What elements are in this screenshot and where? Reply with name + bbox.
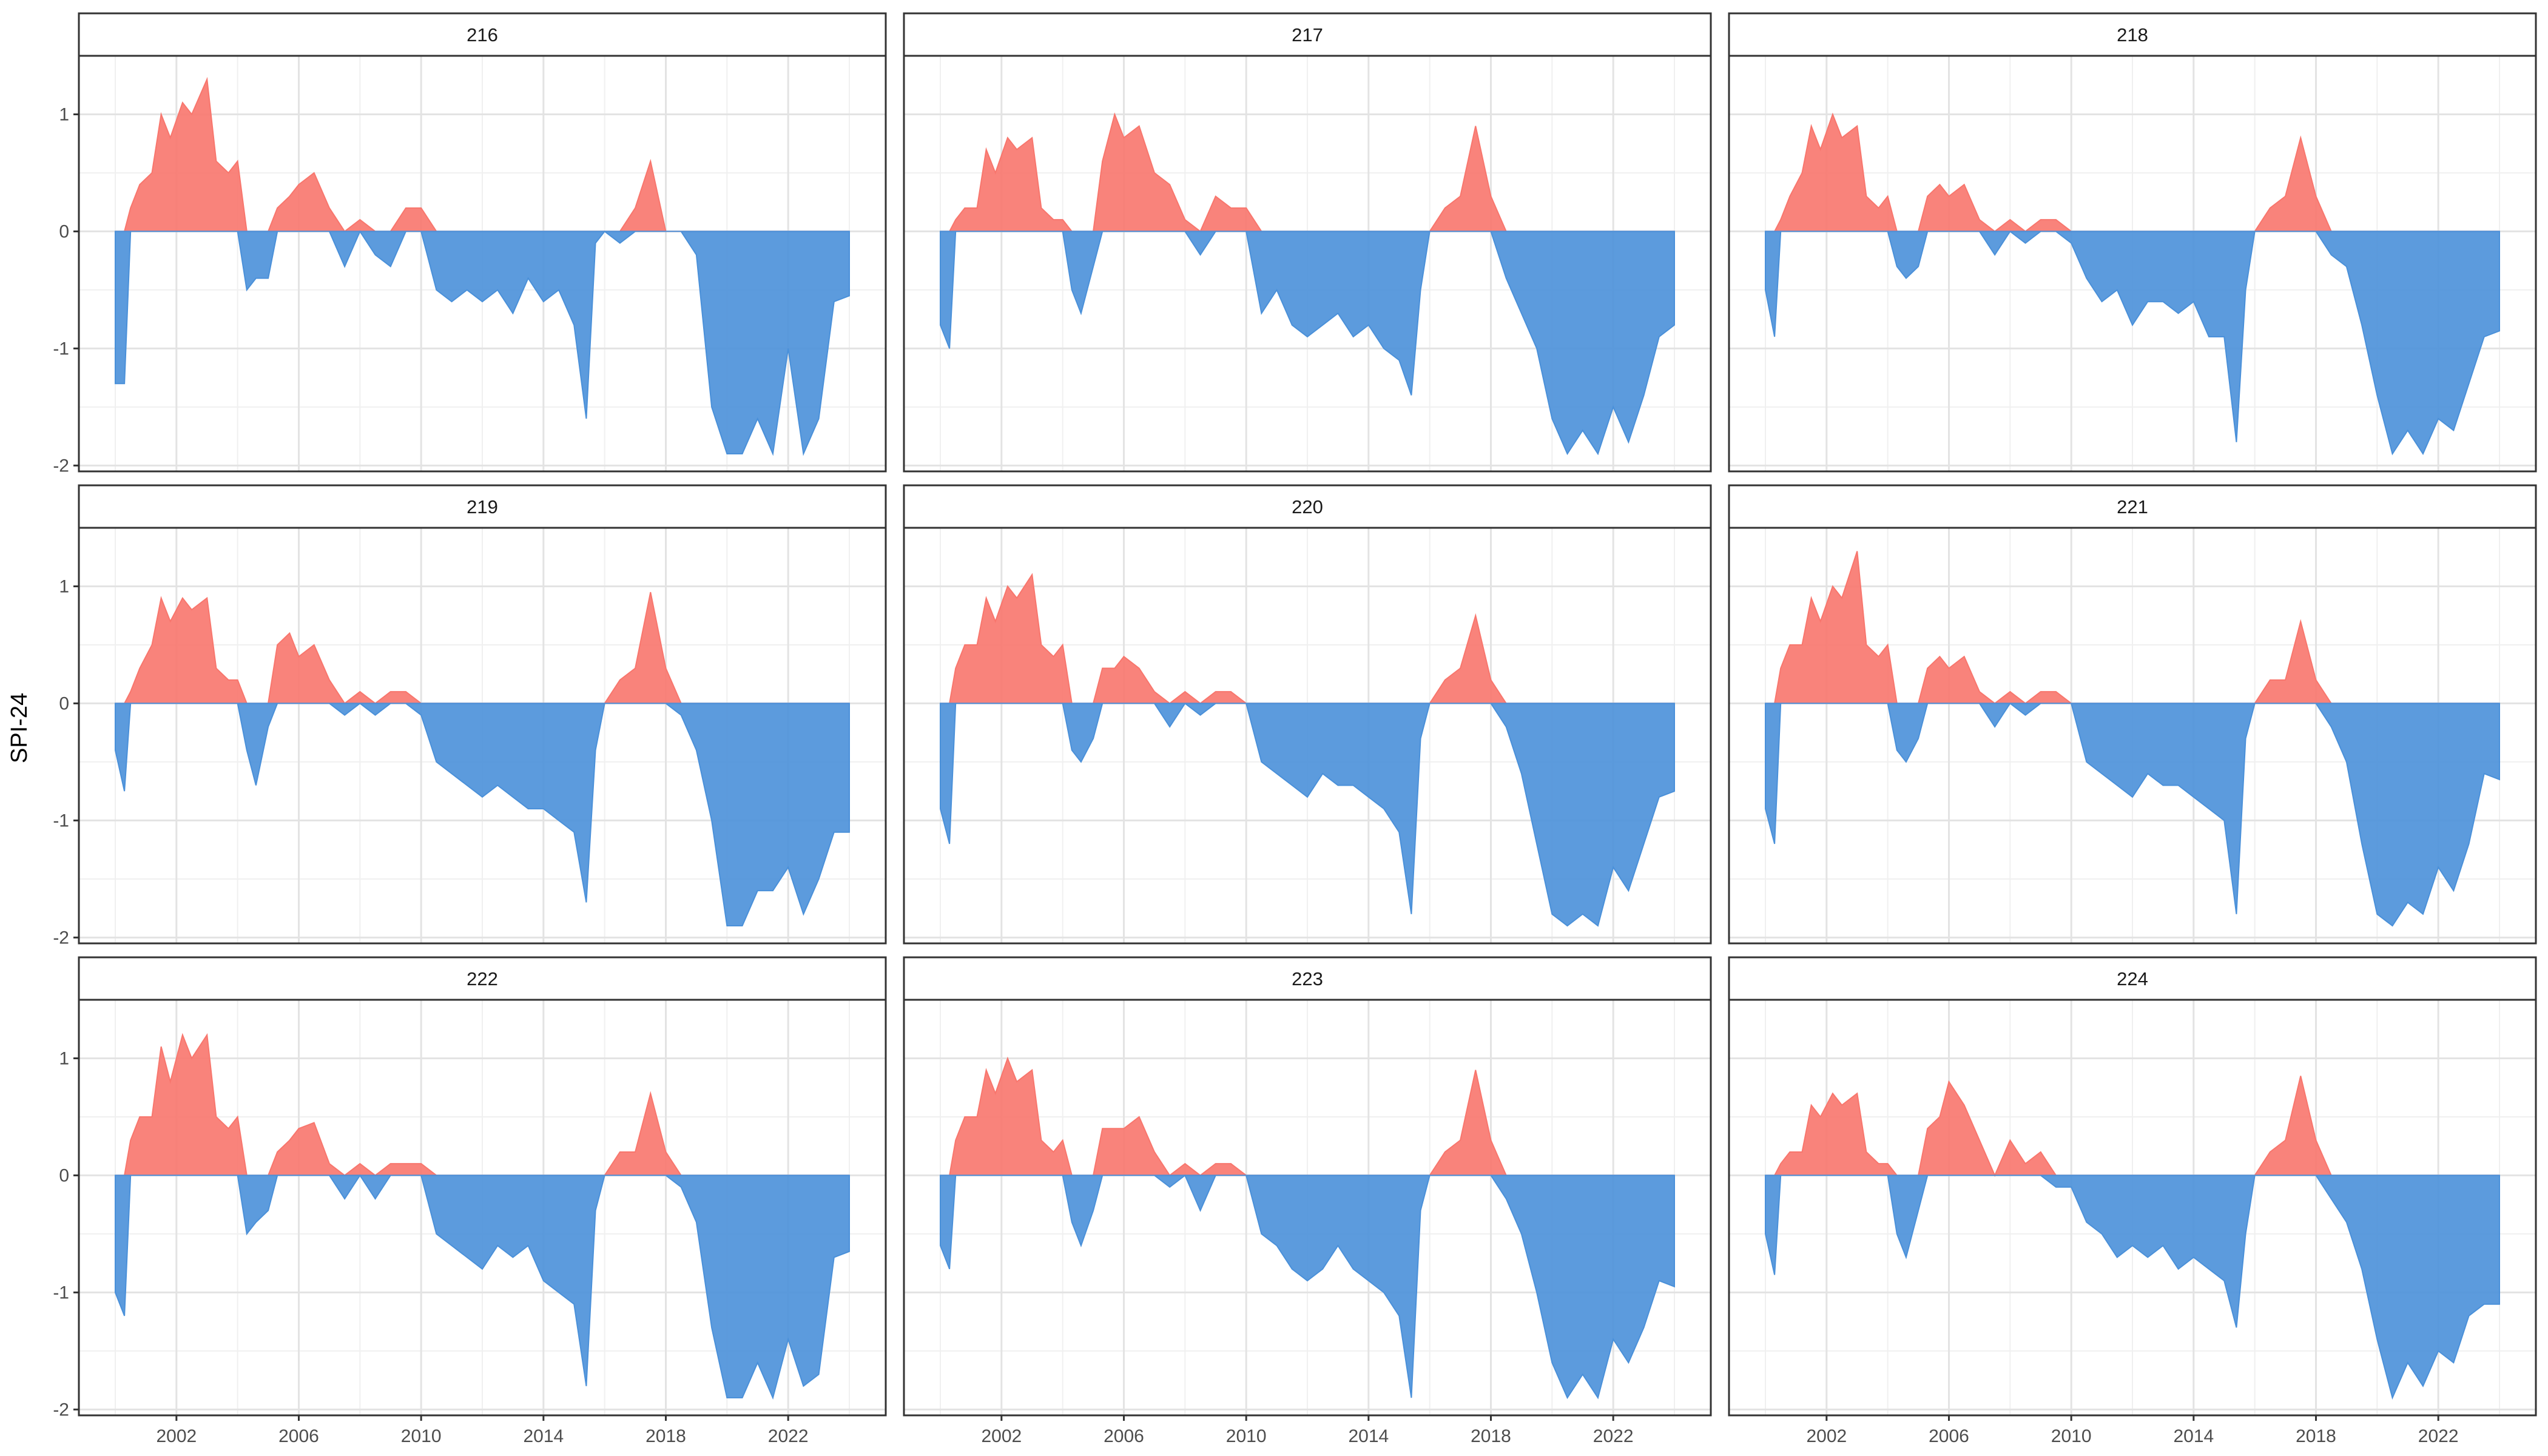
negative-area [940,1174,1675,1400]
facet-title: 220 [1292,496,1323,517]
facet-title: 217 [1292,24,1323,46]
negative-area [115,230,850,456]
facet-strip [1728,956,2537,1001]
y-tick-label: 0 [59,693,69,713]
negative-area [1765,702,2500,927]
facet-strip [1728,12,2537,57]
x-tick-label: 2006 [278,1426,319,1446]
y-tick-label: 1 [59,576,69,596]
facet-panel: 224 2002 2006 2010 2014 2018 2022 [1728,956,2537,1446]
y-tick-label: -2 [53,456,69,476]
x-tick-label: 2014 [523,1426,564,1446]
negative-area [115,703,850,927]
panel-border [903,55,1712,473]
facet-panel: 220 [903,484,1712,945]
x-tick-label: 2014 [2173,1426,2214,1446]
y-tick-label: -2 [53,1400,69,1420]
x-tick-label: 2010 [2051,1426,2092,1446]
panel-border [903,999,1712,1417]
negative-area [940,702,1675,927]
facet-title: 224 [2117,968,2148,989]
x-tick-label: 2022 [1593,1426,1634,1446]
facet-panel: 219 -2 -1 0 1 [53,484,887,948]
facet-panel: 216 -2 -1 0 1 [53,12,887,476]
x-tick-label: 2006 [1104,1426,1144,1446]
facet-title: 223 [1292,968,1323,989]
y-axis-title: SPI-24 [7,693,32,763]
facet-strip [903,12,1712,57]
facet-title: 219 [467,496,498,517]
negative-area [940,231,1675,456]
y-tick-label: -1 [53,1282,69,1303]
panel-border [78,999,887,1417]
facet-strip [1728,484,2537,529]
facet-strip [78,12,887,57]
negative-area [1765,1175,2500,1400]
y-tick-label: 1 [59,1048,69,1068]
facet-panel: 217 [903,12,1712,473]
x-tick-label: 2018 [1471,1426,1511,1446]
x-tick-label: 2018 [645,1426,686,1446]
x-tick-label: 2002 [156,1426,197,1446]
facet-title: 216 [467,24,498,46]
y-tick-label: -2 [53,928,69,948]
facet-strip [78,956,887,1001]
y-tick-label: -1 [53,811,69,831]
x-tick-label: 2010 [401,1426,442,1446]
facet-title: 222 [467,968,498,989]
panel-border [1728,999,2537,1417]
x-tick-label: 2022 [2418,1426,2459,1446]
x-tick-label: 2002 [981,1426,1022,1446]
y-tick-label: 0 [59,1165,69,1185]
facet-panel: 221 [1728,484,2537,945]
panel-border [1728,527,2537,945]
facet-panel: 222 -2 -1 0 1 2002 2006 2010 2014 2018 2022 [53,956,887,1446]
x-tick-label: 2006 [1929,1426,1969,1446]
panel-border [78,527,887,945]
panel-border [1728,55,2537,473]
x-tick-label: 2022 [768,1426,809,1446]
x-tick-label: 2010 [1226,1426,1267,1446]
facet-strip [903,956,1712,1001]
x-tick-label: 2018 [2296,1426,2336,1446]
facet-title: 221 [2117,496,2148,517]
facet-panel: 218 [1728,12,2537,473]
panel-border [903,527,1712,945]
negative-area [115,1174,850,1400]
y-tick-label: 1 [59,104,69,124]
negative-area [1765,230,2500,456]
y-tick-label: 0 [59,221,69,241]
y-tick-label: -1 [53,339,69,359]
facet-panel: 223 2002 2006 2010 2014 2018 2022 [903,956,1712,1446]
x-tick-label: 2002 [1806,1426,1847,1446]
x-tick-label: 2014 [1348,1426,1389,1446]
panel-border [78,55,887,473]
facet-title: 218 [2117,24,2148,46]
